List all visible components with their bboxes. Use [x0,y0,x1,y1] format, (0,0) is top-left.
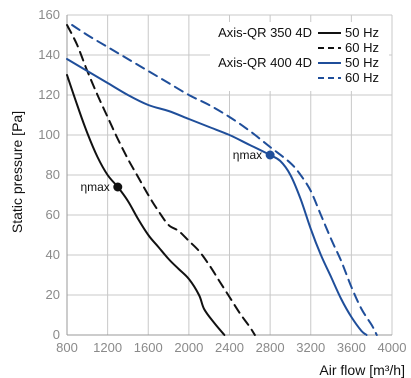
x-tick-label: 2800 [256,340,285,355]
legend-group-label: Axis-QR 350 4D [218,25,312,40]
legend-group-label: Axis-QR 400 4D [218,55,312,70]
x-tick-label: 4000 [378,340,407,355]
legend-entry-label: 60 Hz [345,70,379,85]
legend-background [210,22,389,91]
series-line [66,74,226,336]
series-line [66,24,256,336]
x-tick-label: 1600 [134,340,163,355]
x-tick-label: 2400 [215,340,244,355]
y-axis-title: Static pressure [Pa] [9,111,25,233]
legend-entry-label: 60 Hz [345,40,379,55]
legend-entry-label: 50 Hz [345,55,379,70]
axes: 800 1200 1600 2000 2400 2800 3200 3600 4000 0 20 40… [38,7,406,355]
y-tick-label: 120 [38,87,60,102]
legend-entry-label: 50 Hz [345,25,379,40]
eta-max-marker [113,182,123,192]
eta-max-label: ηmax [80,180,109,194]
y-tick-label: 60 [46,207,60,222]
x-tick-label: 3200 [296,340,325,355]
series-line [71,24,378,336]
eta-max-label: ηmax [233,148,262,162]
annotations: ηmax ηmax [80,148,275,194]
y-tick-label: 80 [46,167,60,182]
y-tick-label: 160 [38,7,60,22]
x-tick-label: 1200 [93,340,122,355]
eta-max-marker [265,150,275,160]
y-tick-label: 0 [53,327,60,342]
x-tick-label: 3600 [337,340,366,355]
y-tick-label: 100 [38,127,60,142]
y-tick-label: 20 [46,287,60,302]
x-tick-label: 800 [56,340,78,355]
x-tick-label: 2000 [174,340,203,355]
x-axis-title: Air flow [m³/h] [319,362,405,378]
y-tick-label: 40 [46,247,60,262]
y-tick-label: 140 [38,47,60,62]
series-line [66,58,368,336]
